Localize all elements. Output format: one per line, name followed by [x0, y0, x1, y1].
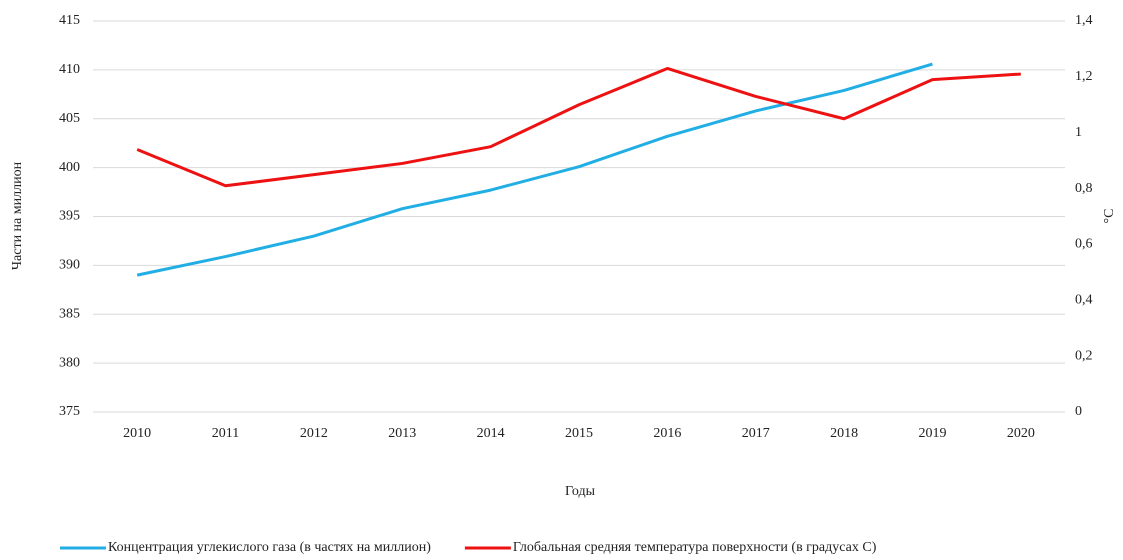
legend-label: Концентрация углекислого газа (в частях …	[108, 540, 431, 555]
x-tick-label: 2010	[123, 426, 151, 441]
y-tick-label: 375	[59, 404, 80, 419]
y2-tick-label: 0,6	[1075, 237, 1093, 252]
series-line	[136, 62, 933, 277]
y-tick-label: 395	[59, 209, 80, 224]
y-tick-label: 400	[59, 160, 80, 175]
y2-tick-label: 1	[1075, 125, 1082, 140]
series-line	[136, 66, 1021, 188]
y2-tick-label: 0,4	[1075, 293, 1093, 308]
x-tick-label: 2019	[918, 426, 946, 441]
y-tick-label: 410	[59, 62, 80, 77]
x-tick-label: 2013	[388, 426, 416, 441]
x-tick-label: 2020	[1007, 426, 1035, 441]
x-tick-label: 2014	[477, 426, 505, 441]
y-tick-label: 415	[59, 13, 80, 28]
y2-axis-title: °C	[1102, 209, 1117, 224]
y2-tick-label: 0,2	[1075, 348, 1093, 363]
y-tick-label: 385	[59, 306, 80, 321]
x-tick-label: 2017	[742, 426, 770, 441]
y-tick-label: 405	[59, 111, 80, 126]
y2-tick-label: 0	[1075, 404, 1082, 419]
x-tick-label: 2015	[565, 426, 593, 441]
y2-tick-label: 1,2	[1075, 69, 1093, 84]
y-tick-label: 390	[59, 258, 80, 273]
x-tick-label: 2016	[653, 426, 681, 441]
y-axis-title: Части на миллион	[10, 161, 25, 270]
x-tick-label: 2018	[830, 426, 858, 441]
legend-label: Глобальная средняя температура поверхнос…	[513, 540, 877, 555]
y2-tick-label: 0,8	[1075, 181, 1093, 196]
x-axis-title: Годы	[565, 484, 596, 499]
y2-tick-label: 1,4	[1075, 13, 1093, 28]
x-tick-label: 2012	[300, 426, 328, 441]
y-tick-label: 380	[59, 355, 80, 370]
x-tick-label: 2011	[212, 426, 239, 441]
